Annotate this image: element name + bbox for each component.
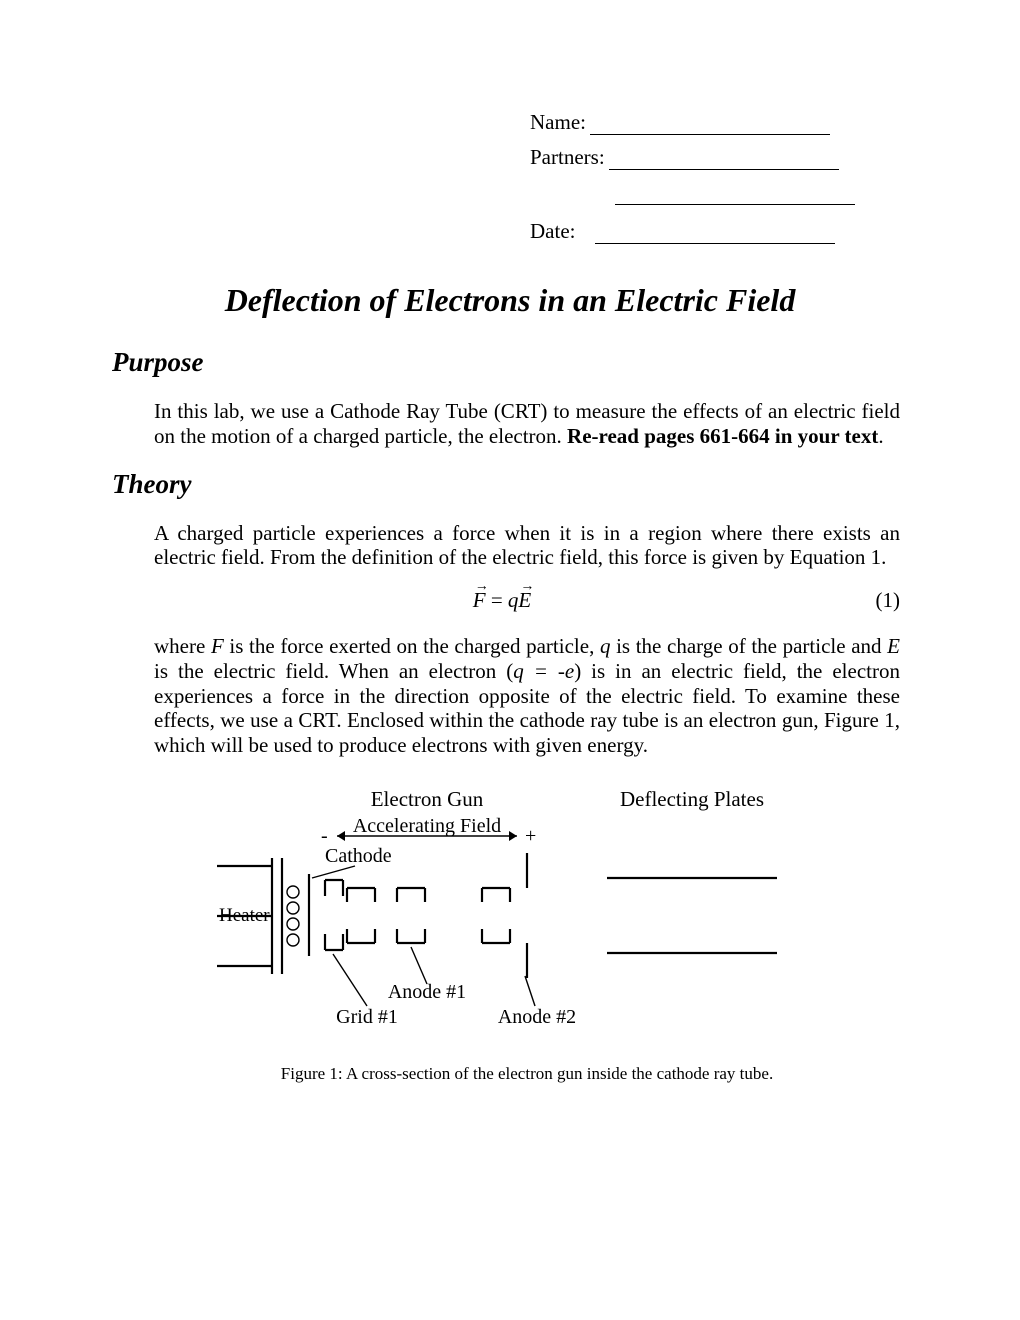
page-title: Deflection of Electrons in an Electric F… [120, 282, 900, 319]
p2-b: is the force exerted on the charged part… [224, 634, 600, 658]
partners-extra-row [530, 184, 900, 205]
p2-q: q [600, 634, 611, 658]
date-line[interactable] [595, 223, 835, 244]
partners-label: Partners: [530, 145, 605, 170]
eq-F: F [473, 588, 486, 613]
purpose-text-post: . [878, 424, 883, 448]
partners-row: Partners: [530, 145, 900, 170]
name-line[interactable] [590, 114, 830, 135]
theory-heading: Theory [112, 469, 900, 500]
p2-F: F [211, 634, 224, 658]
p2-E: E [887, 634, 900, 658]
p2-c: is the charge of the particle and [610, 634, 887, 658]
figure-1-caption: Figure 1: A cross-section of the electro… [154, 1064, 900, 1084]
eq-q: q [508, 588, 519, 612]
page: Name: Partners: Date: Deflection of Elec… [0, 0, 1020, 1320]
partners-line[interactable] [609, 149, 839, 170]
purpose-text-bold: Re-read pages 661-664 in your text [567, 424, 878, 448]
equation-1-body: F = qE [154, 588, 850, 613]
theory-para-2: where F is the force exerted on the char… [154, 634, 900, 758]
svg-text:Accelerating Field: Accelerating Field [353, 815, 501, 837]
date-row: Date: [530, 219, 900, 244]
p2-d: is the electric field. When an electron … [154, 659, 513, 683]
svg-text:Anode #2: Anode #2 [498, 1006, 576, 1028]
purpose-heading: Purpose [112, 347, 900, 378]
header-fields: Name: Partners: Date: [530, 110, 900, 244]
equation-1-number: (1) [850, 588, 900, 613]
p2-qe: q = -e [513, 659, 574, 683]
svg-text:Deflecting Plates: Deflecting Plates [620, 788, 764, 811]
theory-para-1: A charged particle experiences a force w… [154, 521, 900, 571]
svg-text:Cathode: Cathode [325, 845, 392, 867]
svg-text:+: + [525, 825, 536, 847]
svg-text:Electron Gun: Electron Gun [371, 788, 484, 811]
name-row: Name: [530, 110, 900, 135]
eq-equals: = [486, 588, 508, 612]
purpose-paragraph: In this lab, we use a Cathode Ray Tube (… [154, 399, 900, 449]
equation-1: F = qE (1) [154, 588, 900, 613]
svg-text:Anode #1: Anode #1 [388, 981, 466, 1003]
svg-text:Grid #1: Grid #1 [336, 1006, 398, 1028]
date-label: Date: [530, 219, 575, 244]
svg-text:-: - [321, 825, 328, 847]
figure-1-svg: Electron Gun Deflecting Plates - Accelerati… [217, 788, 837, 1058]
figure-1: Electron Gun Deflecting Plates - Accelerati… [154, 788, 900, 1084]
p2-a: where [154, 634, 211, 658]
name-label: Name: [530, 110, 586, 135]
eq-E: E [518, 588, 531, 613]
svg-text:Heater: Heater [219, 905, 270, 926]
partners-extra-line[interactable] [615, 184, 855, 205]
